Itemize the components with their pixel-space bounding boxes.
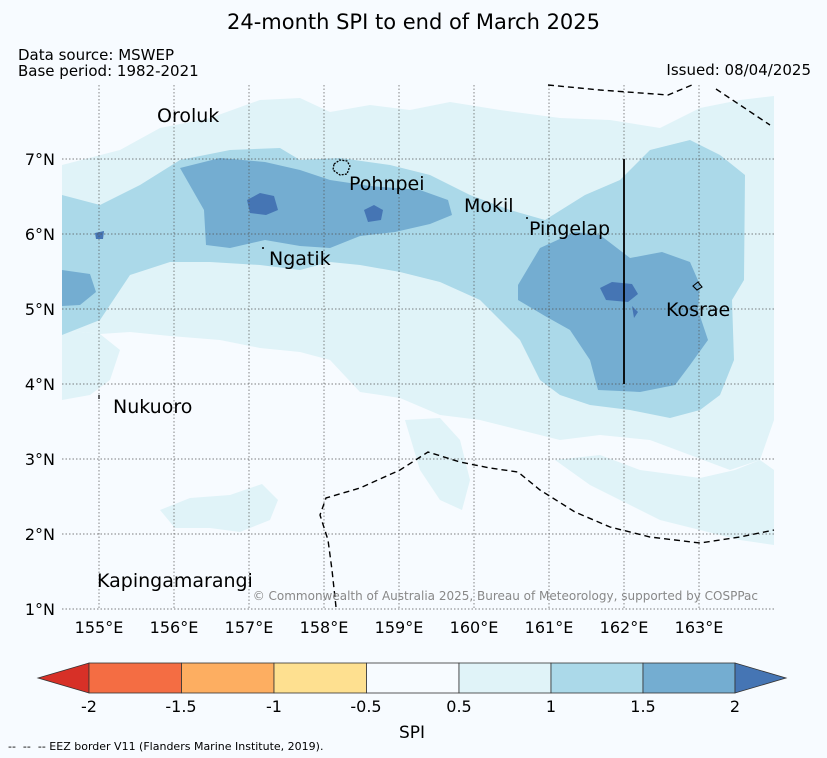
lat-tick-label: 1°N xyxy=(25,600,55,619)
colorbar-tick-label: 2 xyxy=(730,697,740,716)
spi-region-gt-2 xyxy=(247,193,278,215)
page-title: 24-month SPI to end of March 2025 xyxy=(226,10,601,34)
lon-tick-label: 162°E xyxy=(600,618,649,637)
issued-date: Issued: 08/04/2025 xyxy=(666,61,811,79)
latitude-tick-labels: 1°N 2°N 3°N 4°N 5°N 6°N 7°N xyxy=(25,150,55,619)
spi-region-0.5-1 xyxy=(62,330,120,400)
lat-tick-label: 2°N xyxy=(25,525,55,544)
lon-tick-label: 157°E xyxy=(225,618,274,637)
lon-tick-label: 163°E xyxy=(675,618,724,637)
colorbar-bin xyxy=(273,662,367,694)
colorbar-bin xyxy=(642,662,736,694)
colorbar-extend-low xyxy=(36,662,90,694)
place-label-pingelap: Pingelap xyxy=(529,218,610,240)
spi-colorbar xyxy=(36,662,788,694)
colorbar-tick-label: 1 xyxy=(546,697,556,716)
spi-region-0.5-1 xyxy=(405,418,470,510)
place-label-kapingamarangi: Kapingamarangi xyxy=(97,570,253,592)
ngatik-island-marker xyxy=(262,247,264,249)
colorbar-tick-label: -0.5 xyxy=(350,697,381,716)
colorbar-axis-label: SPI xyxy=(399,723,425,743)
place-label-pohnpei: Pohnpei xyxy=(349,173,425,195)
colorbar-tick-label: 0.5 xyxy=(446,697,471,716)
lat-tick-label: 7°N xyxy=(25,150,55,169)
colorbar-tick-label: 1.5 xyxy=(630,697,655,716)
copyright-notice: © Commonwealth of Australia 2025, Bureau… xyxy=(253,589,758,603)
colorbar-tick-label: -1 xyxy=(266,697,282,716)
colorbar-tick-labels: -2 -1.5 -1 -0.5 0.5 1 1.5 2 xyxy=(81,697,740,716)
data-source-block: Data source: MSWEP Base period: 1982-202… xyxy=(18,47,199,79)
colorbar-bin xyxy=(366,662,460,694)
eez-borders xyxy=(319,84,775,608)
colorbar-tick-label: -2 xyxy=(81,697,97,716)
lat-tick-label: 6°N xyxy=(25,225,55,244)
longitude-tick-labels: 155°E 156°E 157°E 158°E 159°E 160°E 161°… xyxy=(75,618,724,637)
spi-region-1.5-2 xyxy=(180,158,452,248)
lon-tick-label: 158°E xyxy=(300,618,349,637)
pohnpei-island-outline xyxy=(332,159,351,176)
colorbar-extend-high xyxy=(734,662,788,694)
spi-shading xyxy=(62,96,774,545)
kosrae-island-outline xyxy=(692,281,703,291)
colorbar-bin xyxy=(550,662,644,694)
place-label-ngatik: Ngatik xyxy=(269,248,331,270)
spi-region-0.5-1 xyxy=(160,484,278,532)
place-label-mokil: Mokil xyxy=(464,195,514,217)
colorbar-tick-label: -1.5 xyxy=(165,697,196,716)
spi-region-gt-2 xyxy=(364,205,383,222)
spi-region-1.5-2 xyxy=(518,232,708,392)
lon-tick-label: 156°E xyxy=(150,618,199,637)
place-label-nukuoro: Nukuoro xyxy=(113,396,192,418)
place-labels: Oroluk Pohnpei Mokil Pingelap Ngatik Kos… xyxy=(97,105,730,592)
colorbar-bin xyxy=(458,662,552,694)
data-source-text: Data source: MSWEP xyxy=(18,46,175,64)
spi-region-gt-2 xyxy=(600,282,638,302)
lat-tick-label: 4°N xyxy=(25,375,55,394)
lon-tick-label: 160°E xyxy=(450,618,499,637)
spi-region-0.5-1 xyxy=(555,455,774,545)
lon-tick-label: 161°E xyxy=(525,618,574,637)
place-label-kosrae: Kosrae xyxy=(666,299,730,321)
lon-tick-label: 159°E xyxy=(375,618,424,637)
colorbar-bin xyxy=(181,662,275,694)
eez-border-legend: -- -- -- EEZ border V11 (Flanders Marine… xyxy=(8,740,324,753)
spi-region-gt-2 xyxy=(95,231,104,239)
lat-tick-label: 5°N xyxy=(25,300,55,319)
colorbar-bin xyxy=(88,662,182,694)
lat-tick-label: 3°N xyxy=(25,450,55,469)
base-period-text: Base period: 1982-2021 xyxy=(18,62,199,80)
spi-region-1.5-2 xyxy=(62,270,96,306)
mokil-island-marker xyxy=(526,217,528,219)
place-label-oroluk: Oroluk xyxy=(157,105,219,127)
lon-tick-label: 155°E xyxy=(75,618,124,637)
